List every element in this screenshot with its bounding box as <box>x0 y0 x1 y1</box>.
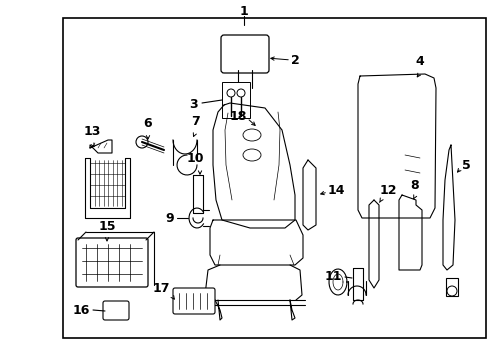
FancyBboxPatch shape <box>173 288 215 314</box>
FancyBboxPatch shape <box>103 301 129 320</box>
FancyBboxPatch shape <box>76 238 148 287</box>
Text: 5: 5 <box>461 158 470 171</box>
Bar <box>222 82 249 118</box>
FancyBboxPatch shape <box>221 35 268 73</box>
Text: 18: 18 <box>229 109 246 122</box>
Text: 14: 14 <box>327 184 345 197</box>
Text: 4: 4 <box>415 55 424 68</box>
Text: 9: 9 <box>165 212 174 225</box>
Bar <box>63 18 485 338</box>
Text: 13: 13 <box>83 125 101 138</box>
Text: 8: 8 <box>410 179 418 192</box>
Text: 10: 10 <box>186 152 203 165</box>
Text: 12: 12 <box>379 184 397 197</box>
Text: 6: 6 <box>143 117 152 130</box>
Text: 16: 16 <box>73 303 90 316</box>
Text: 11: 11 <box>324 270 341 284</box>
Bar <box>445 278 457 296</box>
Text: 7: 7 <box>190 115 199 128</box>
Text: 17: 17 <box>152 282 170 294</box>
Text: 15: 15 <box>98 220 116 233</box>
Text: 1: 1 <box>239 5 248 18</box>
Text: 3: 3 <box>189 98 198 111</box>
Text: 2: 2 <box>290 54 299 67</box>
